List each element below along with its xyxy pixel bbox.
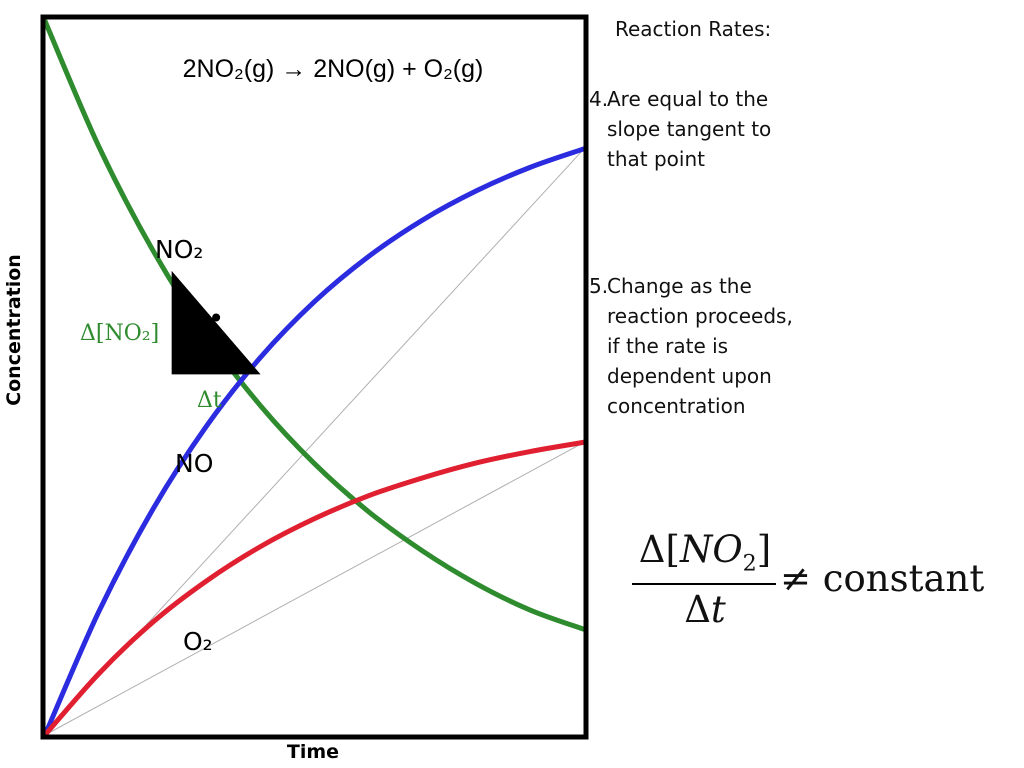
formula-denominator: Δt [630, 588, 780, 632]
x-axis-label: Time [287, 741, 339, 763]
fraction-bar [632, 583, 776, 585]
series-label-no: NO [175, 449, 213, 478]
numerator-close-bracket: ] [756, 528, 772, 571]
formula-numerator: Δ[NO2] [630, 528, 780, 585]
o2-series-line [42, 439, 587, 738]
point-5: 5. Change as the reaction proceeds, if t… [589, 271, 793, 421]
no2-series-line [42, 18, 587, 632]
denominator-variable: t [710, 588, 726, 631]
no-series-line [42, 146, 587, 738]
y-axis-label: Concentration [3, 254, 25, 406]
point-5-number: 5. [589, 274, 609, 298]
delta-time-label: Δt [197, 388, 222, 413]
series-label-no2: NO₂ [155, 235, 203, 264]
series-lines [42, 18, 587, 738]
slide-heading: Reaction Rates: [615, 17, 772, 41]
point-4: 4. Are equal to the slope tangent to tha… [589, 84, 771, 174]
point-4-text: Are equal to the slope tangent to that p… [607, 87, 772, 171]
secant-line-2 [44, 441, 585, 736]
formula-relation: ≠ constant [780, 557, 985, 600]
numerator-species: NO [679, 528, 743, 571]
numerator-delta: Δ [638, 528, 666, 571]
numerator-open-bracket: [ [665, 528, 680, 571]
rate-formula: Δ[NO2] Δt ≠ constant [630, 528, 984, 638]
reaction-concentration-chart: 2NO₂(g) → 2NO(g) + O₂(g) NO₂ NO O₂ Δ[NO₂… [3, 14, 589, 763]
numerator-subscript: 2 [742, 550, 757, 577]
tangent-point [212, 313, 221, 322]
delta-concentration-label: Δ[NO₂] [80, 321, 159, 346]
delta-triangle [171, 270, 261, 375]
point-5-text: Change as the reaction proceeds, if the … [607, 274, 793, 418]
point-4-number: 4. [589, 87, 609, 111]
denominator-delta: Δ [684, 588, 711, 631]
chart-title: 2NO₂(g) → 2NO(g) + O₂(g) [183, 55, 484, 83]
series-label-o2: O₂ [183, 627, 213, 656]
plot-frame [40, 14, 589, 740]
